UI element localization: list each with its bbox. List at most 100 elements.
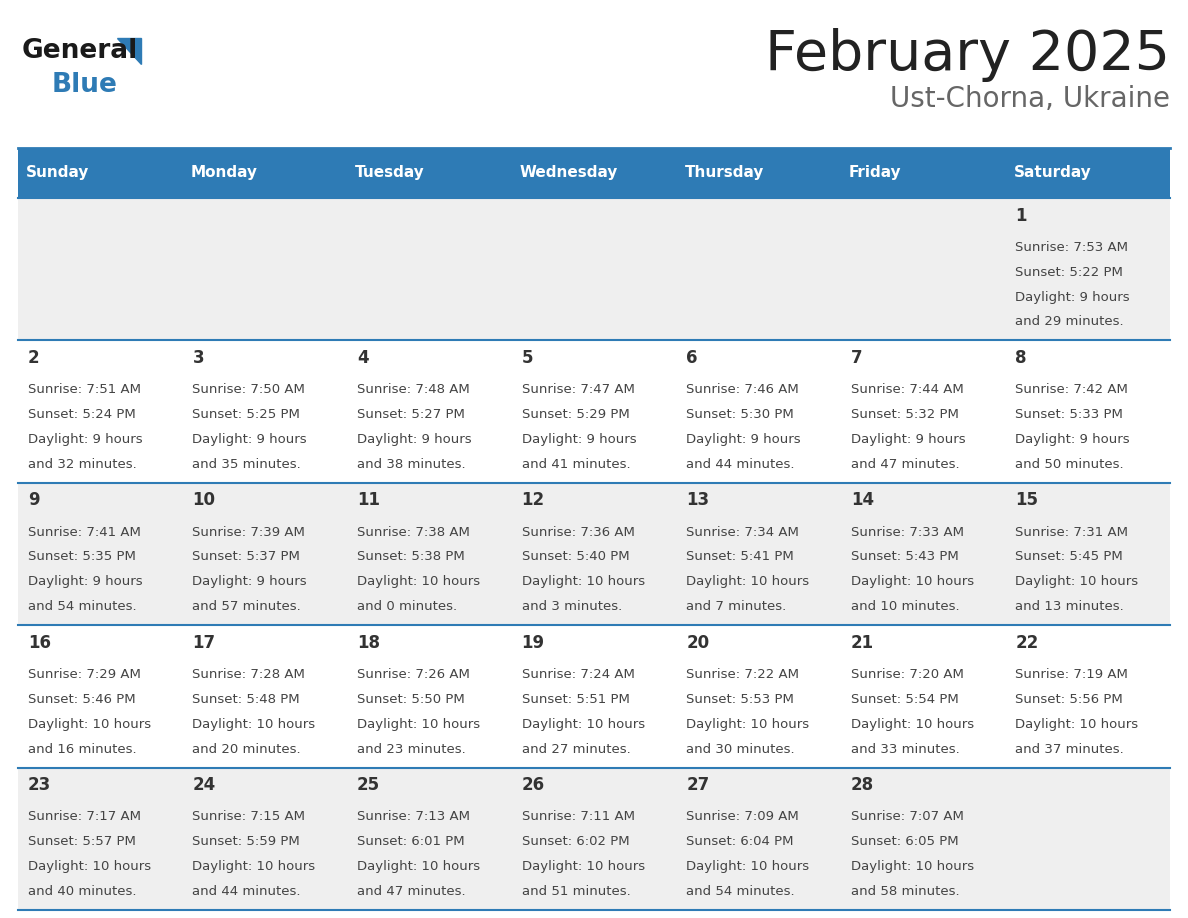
Bar (18, 483, 1170, 625)
Text: Sunset: 5:38 PM: Sunset: 5:38 PM (358, 551, 465, 564)
Text: Daylight: 10 hours: Daylight: 10 hours (522, 718, 645, 731)
Text: Sunrise: 7:24 AM: Sunrise: 7:24 AM (522, 668, 634, 681)
Text: and 57 minutes.: and 57 minutes. (192, 600, 302, 613)
Text: and 23 minutes.: and 23 minutes. (358, 743, 466, 756)
Text: Sunset: 5:51 PM: Sunset: 5:51 PM (522, 693, 630, 706)
Text: Daylight: 10 hours: Daylight: 10 hours (27, 860, 151, 873)
Text: Sunset: 5:43 PM: Sunset: 5:43 PM (851, 551, 959, 564)
Text: Daylight: 10 hours: Daylight: 10 hours (687, 718, 809, 731)
Text: Sunset: 5:33 PM: Sunset: 5:33 PM (1016, 408, 1123, 421)
Text: Daylight: 10 hours: Daylight: 10 hours (1016, 718, 1138, 731)
Text: Sunset: 5:59 PM: Sunset: 5:59 PM (192, 835, 301, 848)
Text: 1: 1 (1016, 207, 1026, 225)
Text: Sunset: 5:45 PM: Sunset: 5:45 PM (1016, 551, 1123, 564)
Bar (676, 148, 841, 198)
Text: Daylight: 9 hours: Daylight: 9 hours (522, 433, 637, 446)
Text: 6: 6 (687, 349, 697, 367)
Text: and 35 minutes.: and 35 minutes. (192, 458, 302, 471)
Text: 5: 5 (522, 349, 533, 367)
Bar (841, 148, 1005, 198)
Text: Sunrise: 7:38 AM: Sunrise: 7:38 AM (358, 525, 470, 539)
Text: 26: 26 (522, 776, 545, 794)
Text: Sunrise: 7:07 AM: Sunrise: 7:07 AM (851, 811, 963, 823)
Text: Daylight: 10 hours: Daylight: 10 hours (851, 860, 974, 873)
Text: Thursday: Thursday (684, 165, 764, 181)
Text: Sunrise: 7:28 AM: Sunrise: 7:28 AM (192, 668, 305, 681)
Text: Daylight: 10 hours: Daylight: 10 hours (1016, 576, 1138, 588)
Text: Daylight: 10 hours: Daylight: 10 hours (358, 860, 480, 873)
Text: 12: 12 (522, 491, 545, 509)
Text: and 27 minutes.: and 27 minutes. (522, 743, 631, 756)
Text: 2: 2 (27, 349, 39, 367)
Text: 3: 3 (192, 349, 204, 367)
Text: 18: 18 (358, 633, 380, 652)
Text: Sunrise: 7:19 AM: Sunrise: 7:19 AM (1016, 668, 1129, 681)
Text: Daylight: 9 hours: Daylight: 9 hours (687, 433, 801, 446)
Text: Sunset: 5:24 PM: Sunset: 5:24 PM (27, 408, 135, 421)
Text: Daylight: 9 hours: Daylight: 9 hours (851, 433, 966, 446)
Text: and 51 minutes.: and 51 minutes. (522, 885, 631, 898)
Text: Sunset: 5:40 PM: Sunset: 5:40 PM (522, 551, 630, 564)
Text: Sunset: 6:05 PM: Sunset: 6:05 PM (851, 835, 959, 848)
Text: Ust-Chorna, Ukraine: Ust-Chorna, Ukraine (890, 85, 1170, 113)
Text: Daylight: 9 hours: Daylight: 9 hours (192, 433, 307, 446)
Text: and 38 minutes.: and 38 minutes. (358, 458, 466, 471)
Text: Sunset: 5:41 PM: Sunset: 5:41 PM (687, 551, 794, 564)
Text: and 32 minutes.: and 32 minutes. (27, 458, 137, 471)
Text: Sunrise: 7:20 AM: Sunrise: 7:20 AM (851, 668, 963, 681)
Text: and 50 minutes.: and 50 minutes. (1016, 458, 1124, 471)
Text: 10: 10 (192, 491, 215, 509)
Text: Sunrise: 7:09 AM: Sunrise: 7:09 AM (687, 811, 798, 823)
Text: 17: 17 (192, 633, 215, 652)
Text: General: General (23, 38, 138, 64)
Bar (18, 767, 1170, 910)
Text: Daylight: 10 hours: Daylight: 10 hours (687, 860, 809, 873)
Text: and 47 minutes.: and 47 minutes. (358, 885, 466, 898)
Text: Daylight: 9 hours: Daylight: 9 hours (1016, 433, 1130, 446)
Bar (18, 148, 183, 198)
Text: Daylight: 10 hours: Daylight: 10 hours (851, 576, 974, 588)
Text: Daylight: 10 hours: Daylight: 10 hours (522, 576, 645, 588)
Text: and 44 minutes.: and 44 minutes. (687, 458, 795, 471)
Text: Friday: Friday (849, 165, 902, 181)
Bar (347, 148, 512, 198)
Bar (18, 625, 1170, 767)
Text: Sunset: 6:04 PM: Sunset: 6:04 PM (687, 835, 794, 848)
Text: Sunset: 5:29 PM: Sunset: 5:29 PM (522, 408, 630, 421)
Text: Sunrise: 7:39 AM: Sunrise: 7:39 AM (192, 525, 305, 539)
Text: Sunrise: 7:33 AM: Sunrise: 7:33 AM (851, 525, 963, 539)
Text: and 33 minutes.: and 33 minutes. (851, 743, 960, 756)
Text: Sunset: 5:27 PM: Sunset: 5:27 PM (358, 408, 465, 421)
Text: 27: 27 (687, 776, 709, 794)
Text: Sunrise: 7:44 AM: Sunrise: 7:44 AM (851, 383, 963, 397)
Bar (18, 198, 1170, 341)
Text: Sunset: 5:32 PM: Sunset: 5:32 PM (851, 408, 959, 421)
Text: 25: 25 (358, 776, 380, 794)
Text: Sunset: 5:50 PM: Sunset: 5:50 PM (358, 693, 465, 706)
Bar (183, 148, 347, 198)
Text: Sunset: 5:30 PM: Sunset: 5:30 PM (687, 408, 794, 421)
Text: Sunrise: 7:13 AM: Sunrise: 7:13 AM (358, 811, 470, 823)
Text: 19: 19 (522, 633, 545, 652)
Text: Daylight: 10 hours: Daylight: 10 hours (687, 576, 809, 588)
Text: 28: 28 (851, 776, 874, 794)
Text: Sunrise: 7:51 AM: Sunrise: 7:51 AM (27, 383, 141, 397)
Text: Daylight: 9 hours: Daylight: 9 hours (27, 433, 143, 446)
Text: Sunset: 5:57 PM: Sunset: 5:57 PM (27, 835, 135, 848)
Text: Tuesday: Tuesday (355, 165, 425, 181)
Text: Sunrise: 7:41 AM: Sunrise: 7:41 AM (27, 525, 140, 539)
Text: Wednesday: Wednesday (520, 165, 618, 181)
Text: and 29 minutes.: and 29 minutes. (1016, 316, 1124, 329)
Text: Daylight: 10 hours: Daylight: 10 hours (851, 718, 974, 731)
Polygon shape (116, 38, 141, 64)
Text: 8: 8 (1016, 349, 1026, 367)
Text: 4: 4 (358, 349, 368, 367)
Text: and 54 minutes.: and 54 minutes. (27, 600, 137, 613)
Text: Daylight: 10 hours: Daylight: 10 hours (192, 860, 316, 873)
Text: Sunset: 5:37 PM: Sunset: 5:37 PM (192, 551, 301, 564)
Text: Daylight: 10 hours: Daylight: 10 hours (192, 718, 316, 731)
Text: and 3 minutes.: and 3 minutes. (522, 600, 621, 613)
Text: Daylight: 9 hours: Daylight: 9 hours (1016, 291, 1130, 304)
Text: Sunset: 5:22 PM: Sunset: 5:22 PM (1016, 265, 1123, 279)
Text: Sunrise: 7:34 AM: Sunrise: 7:34 AM (687, 525, 800, 539)
